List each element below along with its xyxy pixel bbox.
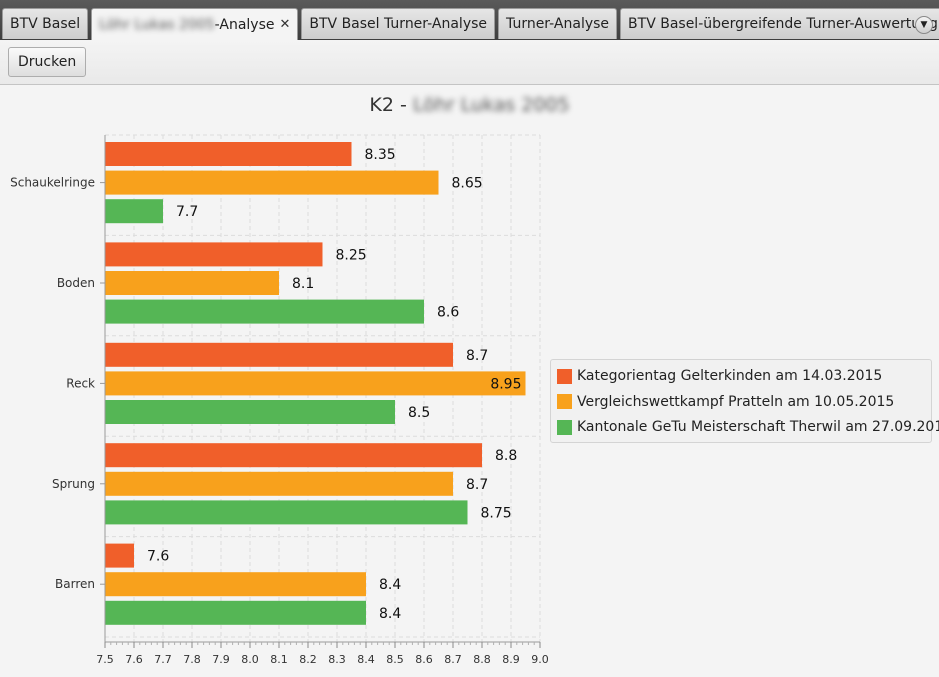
data-label: 8.95 [490,376,521,392]
tab-turner-analyse[interactable]: Turner-Analyse [498,8,618,39]
data-label: 7.6 [147,549,169,565]
bar [105,443,482,468]
bar [105,543,134,568]
category-label: Sprung [52,477,95,491]
data-label: 8.75 [481,505,512,521]
tab-strip: BTV Basel Löhr Lukas 2005 -Analyse ✕ BTV… [2,8,939,40]
tab-btv-basel[interactable]: BTV Basel [2,8,89,39]
data-label: 8.7 [466,348,488,364]
x-tick-label: 8.9 [502,653,520,666]
bar [105,170,439,195]
x-tick-label: 7.8 [183,653,201,666]
data-label: 8.7 [466,477,488,493]
data-label: 8.8 [495,448,517,464]
chevron-down-icon[interactable]: ▼ [915,16,933,34]
data-label: 8.6 [437,305,459,321]
x-tick-label: 7.9 [212,653,230,666]
tab-btv-basel-turner-analyse[interactable]: BTV Basel Turner-Analyse [301,8,496,39]
x-tick-label: 8.3 [328,653,346,666]
x-tick-label: 8.6 [415,653,433,666]
legend-item: Kategorientag Gelterkinden am 14.03.2015 [557,366,882,386]
x-tick-label: 8.8 [473,653,491,666]
x-tick-label: 8.0 [241,653,259,666]
legend-swatch [557,419,572,435]
print-button[interactable]: Drucken [8,47,87,77]
legend-label: Kategorientag Gelterkinden am 14.03.2015 [577,368,883,384]
legend-swatch [557,394,572,409]
legend-item: Kantonale GeTu Meisterschaft Therwil am … [557,417,939,437]
tab-label-obscured: Löhr Lukas 2005 [99,16,215,33]
bar [105,299,424,324]
data-label: 8.25 [336,247,367,263]
tab-label: Turner-Analyse [506,16,610,32]
chart-title-obscured: Löhr Lukas 2005 [412,94,570,116]
tab-label: -Analyse [214,16,275,33]
data-label: 8.35 [365,147,396,163]
x-tick-label: 8.5 [386,653,404,666]
tab-label: BTV Basel [10,16,81,32]
tab-bar: BTV Basel Löhr Lukas 2005 -Analyse ✕ BTV… [0,0,939,40]
tab-label: BTV Basel-übergreifende Turner-Auswertun… [628,16,938,32]
chart-panel: K2 - Löhr Lukas 2005 8.35 8.65 7.7 Schaukel… [0,85,939,677]
bar [105,600,366,625]
x-tick-label: 8.4 [357,653,375,666]
tab-person-analyse[interactable]: Löhr Lukas 2005 -Analyse ✕ [91,8,299,40]
legend-label: Kantonale GeTu Meisterschaft Therwil am … [577,419,939,435]
legend-swatch [557,368,572,384]
x-tick-label: 8.7 [444,653,462,666]
tab-label: BTV Basel Turner-Analyse [309,16,488,32]
data-label: 8.65 [452,176,483,192]
category-label: Barren [55,577,95,591]
data-label: 8.4 [379,577,401,593]
x-tick-label: 9.0 [531,653,549,666]
bar [105,371,526,396]
chart-title-prefix: K2 - [369,94,413,116]
x-tick-label: 8.1 [270,653,288,666]
bar [105,400,395,424]
chart-legend: Kategorientag Gelterkinden am 14.03.2015… [550,359,939,443]
x-tick-label: 7.5 [96,653,114,666]
category-label: Boden [57,276,95,290]
data-label: 8.5 [408,405,430,421]
data-label: 8.1 [292,276,314,292]
data-label: 7.7 [176,204,198,220]
x-tick-label: 7.6 [125,653,143,666]
toolbar: Drucken [0,40,939,85]
category-label: Schaukelringe [10,176,95,190]
chart-title: K2 - Löhr Lukas 2005 [0,94,939,116]
bar [105,500,468,525]
bar [105,471,453,496]
bar [105,271,279,295]
tab-btv-basel-uebergreifend[interactable]: BTV Basel-übergreifende Turner-Auswertun… [620,8,939,39]
bar [105,142,352,166]
bar [105,242,323,267]
legend-label: Vergleichswettkampf Pratteln am 10.05.20… [577,393,895,410]
close-icon[interactable]: ✕ [279,17,291,32]
x-tick-label: 7.7 [154,653,172,666]
category-label: Reck [66,376,95,390]
bar-chart: 8.35 8.65 7.7 Schaukelringe 8.25 8.1 8.6 Boden 8… [10,134,549,666]
bar [105,572,366,597]
x-tick-label: 8.2 [299,653,317,666]
data-label: 8.4 [379,606,401,622]
bar [105,199,163,224]
legend-item: Vergleichswettkampf Pratteln am 10.05.20… [557,392,894,412]
bar [105,342,453,367]
